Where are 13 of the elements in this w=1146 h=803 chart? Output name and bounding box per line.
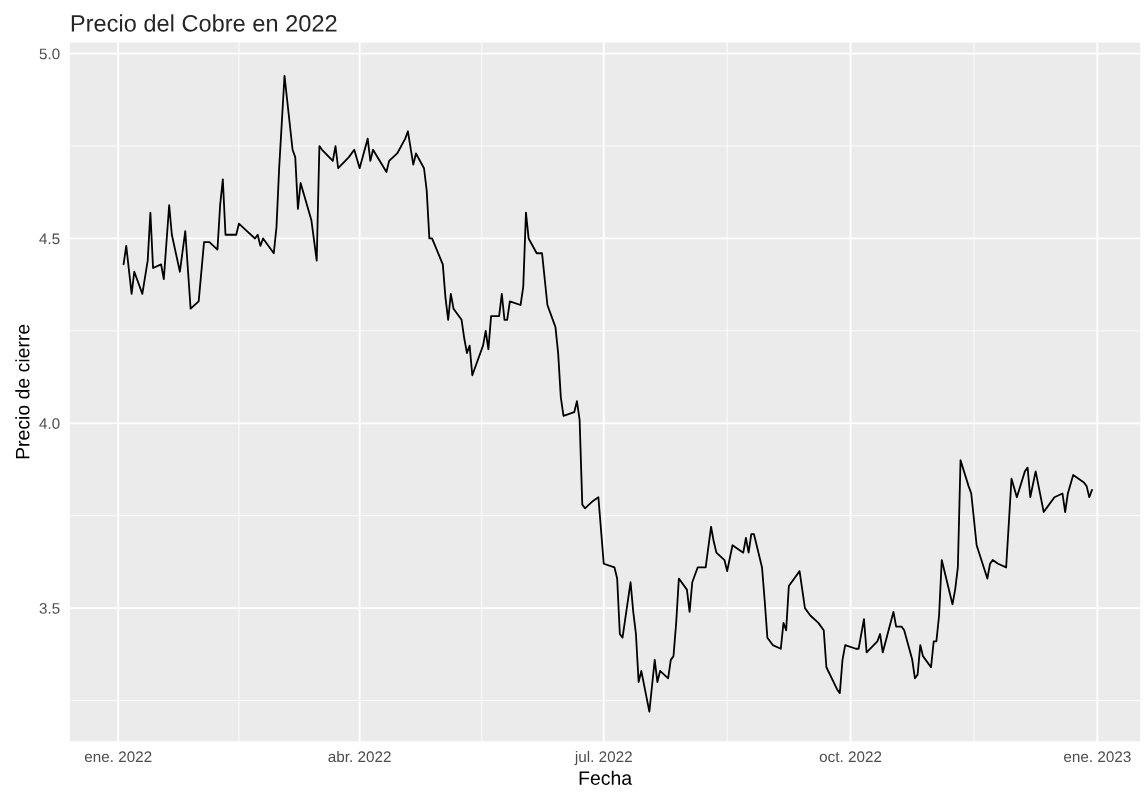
x-tick-label: ene. 2023 — [1064, 751, 1131, 763]
x-axis-title: Fecha — [579, 770, 633, 785]
y-tick-label: 3.5 — [39, 602, 60, 614]
y-axis-title: Precio de cierre — [15, 324, 30, 459]
x-tick-label: abr. 2022 — [328, 750, 391, 763]
x-tick-label: ene. 2022 — [84, 751, 152, 763]
y-tick-label: 4.0 — [39, 418, 60, 429]
line-series — [122, 74, 1093, 713]
chart-title: Precio del Cobre en 2022 — [71, 14, 337, 32]
x-tick-label: jul. 2022 — [574, 750, 632, 766]
y-tick-label: 5.0 — [39, 48, 60, 60]
x-tick-label: oct. 2022 — [819, 751, 882, 763]
y-tick-label: 4.5 — [39, 233, 60, 245]
